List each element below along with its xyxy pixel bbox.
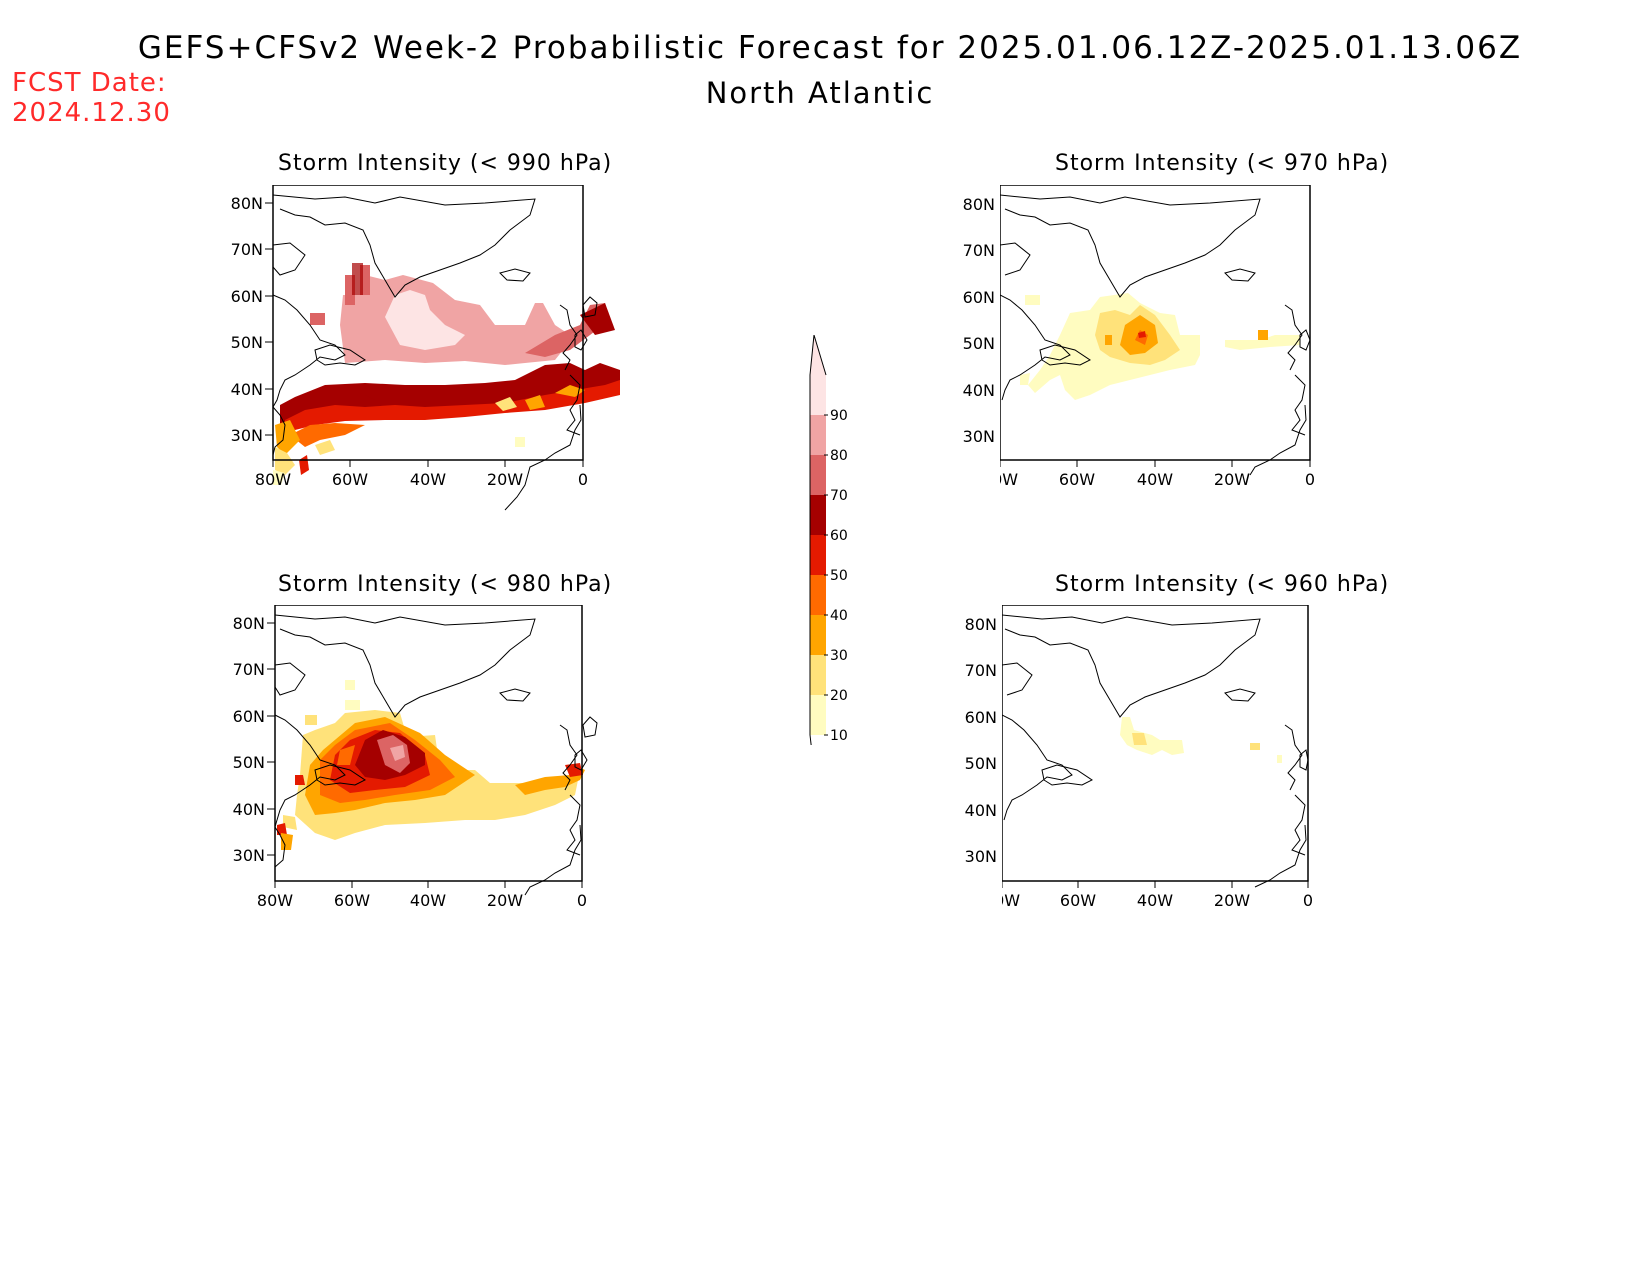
lon-labels-990: 80W 60W 40W 20W 0 [255, 470, 588, 489]
lat-label: 60N [962, 288, 995, 307]
colorbar-swatch [810, 495, 826, 535]
colorbar-labels: 10 20 30 40 50 60 70 80 90 [824, 408, 848, 744]
panel-title-960: Storm Intensity (< 960 hPa) [1055, 572, 1390, 597]
colorbar-cap-bottom [809, 734, 812, 745]
panel-title-970: Storm Intensity (< 970 hPa) [1055, 151, 1390, 176]
lat-label: 50N [962, 334, 995, 353]
lat-label: 60N [231, 287, 263, 306]
lon-label: 80W [1000, 470, 1018, 489]
lon-labels-960: 80W 60W 40W 20W 0 [1002, 891, 1313, 910]
lon-label: 40W [410, 470, 446, 489]
probability-shading-980 [277, 680, 585, 850]
colorbar-swatch [810, 455, 826, 495]
lat-labels-980: 80N 70N 60N 50N 40N 30N [233, 614, 265, 865]
lat-label: 40N [233, 800, 265, 819]
colorbar-label: 60 [830, 528, 848, 544]
lat-label: 30N [231, 426, 263, 445]
lat-labels-960: 80N 70N 60N 50N 40N 30N [957, 605, 997, 895]
lon-label: 60W [1060, 891, 1096, 910]
colorbar-label: 30 [830, 648, 848, 664]
lat-label: 40N [231, 380, 263, 399]
colorbar-swatch [810, 375, 826, 415]
lat-label: 50N [964, 754, 997, 773]
coastlines-980 [274, 614, 598, 896]
lat-label: 30N [962, 427, 995, 446]
lat-label: 80N [233, 614, 265, 633]
map-panel-990: 80N 70N 60N 50N 40N 30N 80W 60W 40W 20W … [231, 185, 620, 511]
colorbar-label: 10 [830, 728, 848, 744]
lon-label: 0 [1305, 470, 1315, 489]
ticks-960 [1002, 881, 1309, 888]
lon-label: 60W [1059, 470, 1095, 489]
lon-label: 20W [1214, 891, 1250, 910]
colorbar-swatch [810, 535, 826, 575]
lon-label: 20W [487, 891, 523, 910]
lat-label: 70N [231, 240, 263, 259]
region-subtitle: North Atlantic [705, 76, 935, 110]
probability-shading-990 [273, 263, 620, 485]
coastlines-960 [1002, 614, 1309, 888]
lat-label: 70N [964, 661, 997, 680]
lat-label: 80N [231, 194, 263, 213]
lat-label: 40N [964, 801, 997, 820]
colorbar-label: 80 [830, 448, 848, 464]
colorbar-label: 20 [830, 688, 848, 704]
main-title: GEFS+CFSv2 Week-2 Probabilistic Forecast… [137, 30, 1523, 66]
coastlines-990 [272, 194, 598, 511]
colorbar-swatch [810, 695, 826, 735]
lat-ticks-990 [265, 202, 584, 467]
lon-label: 20W [487, 470, 523, 489]
ticks-970 [1000, 460, 1311, 467]
coastlines-970 [1000, 194, 1311, 476]
colorbar-swatch [810, 615, 826, 655]
colorbar-label: 50 [830, 568, 848, 584]
colorbar-label: 70 [830, 488, 848, 504]
lon-label: 80W [1002, 891, 1020, 910]
lat-label: 70N [233, 660, 265, 679]
lat-label: 60N [964, 708, 997, 727]
map-panel-960: 80W 60W 40W 20W 0 [1002, 605, 1313, 910]
colorbar-swatch [810, 415, 826, 455]
lat-label: 80N [964, 615, 997, 634]
lat-labels-970: 80N 70N 60N 50N 40N 30N [955, 185, 995, 475]
ticks-980 [267, 622, 583, 888]
colorbar-label: 90 [830, 408, 848, 424]
lon-label: 0 [1303, 891, 1313, 910]
lon-label: 20W [1214, 470, 1250, 489]
colorbar-label: 40 [830, 608, 848, 624]
lat-label: 50N [231, 333, 263, 352]
lat-labels-990: 80N 70N 60N 50N 40N 30N [231, 194, 263, 445]
lat-label: 60N [233, 707, 265, 726]
panel-title-980: Storm Intensity (< 980 hPa) [278, 572, 613, 597]
panel-title-990: Storm Intensity (< 990 hPa) [278, 151, 613, 176]
lon-labels-970: 80W 60W 40W 20W 0 [1000, 470, 1315, 489]
lat-label: 50N [233, 753, 265, 772]
map-panel-970: 80W 60W 40W 20W 0 [1000, 185, 1315, 489]
lon-label: 80W [257, 891, 293, 910]
lon-label: 60W [334, 891, 370, 910]
colorbar-swatch [810, 575, 826, 615]
colorbar-cap-top [809, 335, 827, 376]
colorbar-swatches [809, 335, 827, 745]
lon-label: 0 [577, 891, 587, 910]
lat-label: 40N [962, 381, 995, 400]
lon-label: 0 [578, 470, 588, 489]
colorbar-swatch [810, 655, 826, 695]
map-panel-980: 80N 70N 60N 50N 40N 30N 80W 60W 40W 20W … [233, 605, 598, 910]
lon-label: 60W [332, 470, 368, 489]
lon-label: 40W [1137, 470, 1173, 489]
lat-label: 80N [962, 195, 995, 214]
fcst-date-label: FCST Date: [12, 68, 167, 98]
fcst-date-value: 2024.12.30 [12, 98, 171, 128]
colorbar: 10 20 30 40 50 60 70 80 90 [809, 335, 848, 745]
lat-label: 70N [962, 241, 995, 260]
lon-label: 40W [410, 891, 446, 910]
lat-label: 30N [964, 847, 997, 866]
lon-label: 80W [255, 470, 291, 489]
lon-label: 40W [1137, 891, 1173, 910]
probability-shading-970 [1020, 293, 1300, 400]
lat-label: 30N [233, 846, 265, 865]
probability-shading-960 [1120, 717, 1282, 763]
lon-labels-980: 80W 60W 40W 20W 0 [257, 891, 587, 910]
